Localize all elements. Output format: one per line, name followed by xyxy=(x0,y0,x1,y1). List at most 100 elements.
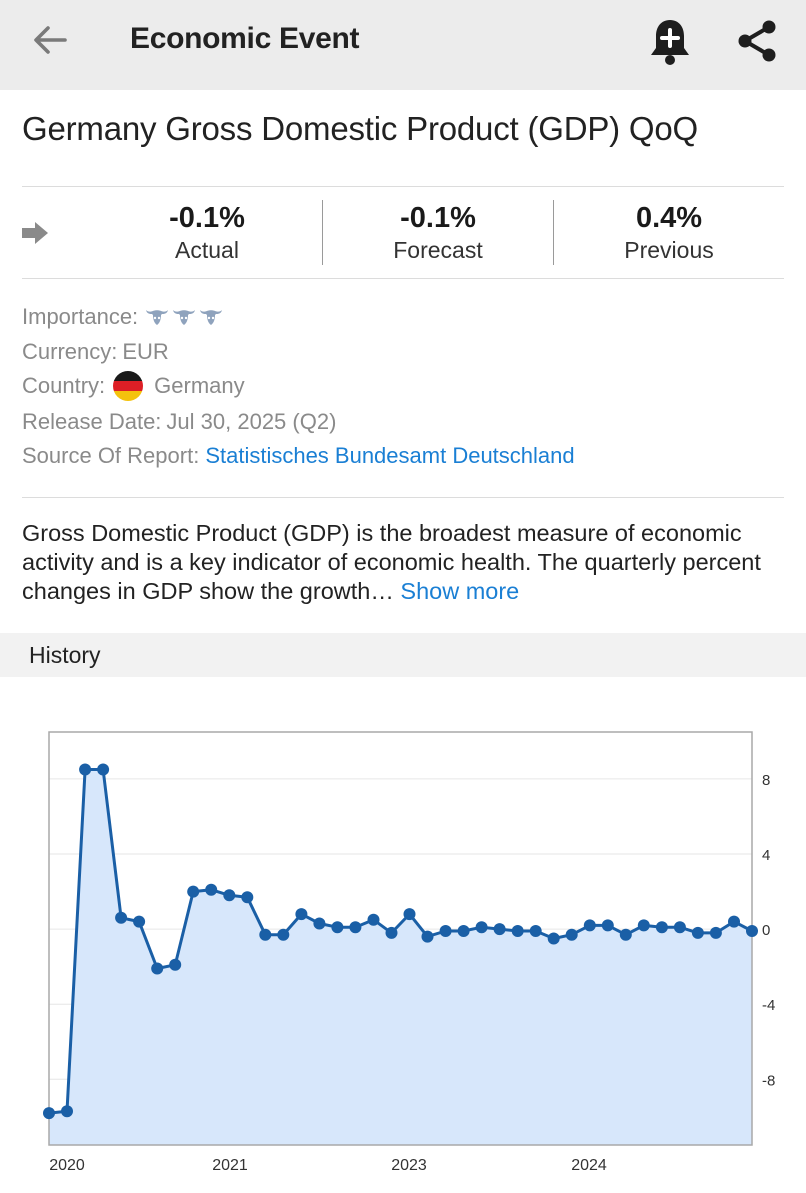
currency-value: EUR xyxy=(122,339,169,364)
data-point[interactable] xyxy=(295,908,308,921)
y-tick-label: -8 xyxy=(762,1072,775,1089)
forecast-value: -0.1% xyxy=(400,202,476,234)
data-point[interactable] xyxy=(79,763,92,776)
x-tick-label: 2023 xyxy=(391,1157,427,1174)
y-tick-label: 4 xyxy=(762,847,770,864)
bell-plus-icon xyxy=(651,20,689,65)
source-row: Source Of Report: Statistisches Bundesam… xyxy=(22,443,575,469)
plot-frame xyxy=(48,731,753,1146)
data-point[interactable] xyxy=(367,913,380,926)
data-point[interactable] xyxy=(169,958,182,971)
forecast-stat: -0.1% Forecast xyxy=(338,200,538,266)
series-line xyxy=(48,768,753,1115)
data-point[interactable] xyxy=(187,885,200,898)
data-point[interactable] xyxy=(43,1107,55,1120)
country-value: Germany xyxy=(154,373,245,398)
data-point[interactable] xyxy=(547,932,560,945)
history-section-header: History xyxy=(0,633,806,677)
share-icon xyxy=(738,20,776,62)
previous-stat: 0.4% Previous xyxy=(569,200,769,266)
x-tick-label: 2021 xyxy=(212,1157,248,1174)
importance-bulls xyxy=(142,307,223,327)
actual-stat: -0.1% Actual xyxy=(107,200,307,266)
forecast-label: Forecast xyxy=(393,237,483,263)
area-fill xyxy=(49,769,752,1145)
y-tick-label: 0 xyxy=(762,922,770,939)
data-point[interactable] xyxy=(61,1105,73,1118)
data-point[interactable] xyxy=(691,926,704,939)
data-point[interactable] xyxy=(349,921,362,934)
divider xyxy=(22,278,784,279)
data-point[interactable] xyxy=(475,921,488,934)
data-point[interactable] xyxy=(259,928,272,941)
x-tick-label: 2024 xyxy=(571,1157,607,1174)
release-date-value: Jul 30, 2025 (Q2) xyxy=(166,409,337,434)
data-point[interactable] xyxy=(619,928,632,941)
divider xyxy=(22,186,784,187)
source-link[interactable]: Statistisches Bundesamt Deutschland xyxy=(205,443,575,468)
data-point[interactable] xyxy=(421,930,434,943)
data-point[interactable] xyxy=(439,925,452,937)
previous-label: Previous xyxy=(624,237,714,263)
importance-row: Importance: xyxy=(22,304,223,330)
share-button[interactable] xyxy=(730,14,784,68)
event-title: Germany Gross Domestic Product (GDP) QoQ xyxy=(22,110,698,147)
actual-value: -0.1% xyxy=(169,202,245,234)
bull-icon xyxy=(173,310,196,325)
app-bar-title: Economic Event xyxy=(130,22,360,55)
description-text: Gross Domestic Product (GDP) is the broa… xyxy=(22,520,761,604)
data-point[interactable] xyxy=(601,919,614,932)
x-tick-label: 2020 xyxy=(49,1157,85,1174)
data-point[interactable] xyxy=(403,908,416,921)
event-description: Gross Domestic Product (GDP) is the broa… xyxy=(22,519,792,606)
arrow-left-icon xyxy=(34,26,67,54)
source-label: Source Of Report: xyxy=(22,443,200,468)
data-point[interactable] xyxy=(709,926,722,939)
data-point[interactable] xyxy=(728,915,740,928)
country-row: Country: Germany xyxy=(22,371,245,401)
data-point[interactable] xyxy=(746,925,758,937)
data-point[interactable] xyxy=(637,919,650,932)
data-point[interactable] xyxy=(205,883,218,896)
data-point[interactable] xyxy=(565,928,578,941)
history-title: History xyxy=(29,642,101,668)
data-point[interactable] xyxy=(277,928,290,941)
show-more-link[interactable]: Show more xyxy=(400,578,520,604)
previous-value: 0.4% xyxy=(635,202,703,234)
add-alert-button[interactable] xyxy=(644,14,696,68)
data-point[interactable] xyxy=(115,911,128,924)
data-point[interactable] xyxy=(529,925,542,937)
release-date-label: Release Date: xyxy=(22,409,162,434)
data-point[interactable] xyxy=(385,926,398,939)
actual-label: Actual xyxy=(175,237,239,263)
currency-label: Currency: xyxy=(22,339,118,364)
data-point[interactable] xyxy=(133,915,146,928)
data-point[interactable] xyxy=(511,925,524,937)
bull-icon xyxy=(200,310,223,325)
germany-flag-icon xyxy=(113,371,144,401)
history-chart[interactable]: 8 4 0 -4 -8 2020 2021 2023 2024 xyxy=(0,700,806,1190)
data-point[interactable] xyxy=(655,921,668,934)
arrow-right-icon xyxy=(22,222,48,244)
back-button[interactable] xyxy=(22,18,78,62)
data-point[interactable] xyxy=(223,889,236,902)
data-point[interactable] xyxy=(97,763,110,776)
data-point[interactable] xyxy=(493,923,506,936)
release-date-row: Release Date: Jul 30, 2025 (Q2) xyxy=(22,409,336,435)
bull-icon xyxy=(146,310,169,325)
country-label: Country: xyxy=(22,373,106,398)
data-point[interactable] xyxy=(583,919,596,932)
data-point[interactable] xyxy=(673,921,686,934)
divider xyxy=(22,497,784,498)
currency-row: Currency: EUR xyxy=(22,339,169,365)
data-point[interactable] xyxy=(313,917,326,930)
y-tick-label: -4 xyxy=(762,997,775,1014)
data-point[interactable] xyxy=(457,925,470,937)
importance-label: Importance: xyxy=(22,304,139,329)
data-point[interactable] xyxy=(151,962,164,975)
data-point[interactable] xyxy=(331,921,344,934)
stat-separator xyxy=(322,200,323,265)
app-bar: Economic Event xyxy=(0,0,806,90)
data-point[interactable] xyxy=(241,891,254,904)
stat-separator xyxy=(553,200,554,265)
